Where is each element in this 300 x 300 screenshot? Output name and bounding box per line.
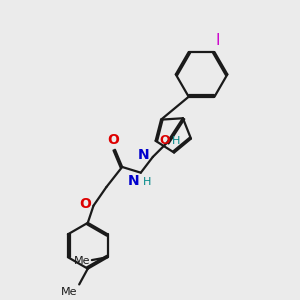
Text: O: O <box>107 133 118 147</box>
Text: N: N <box>128 174 140 188</box>
Text: O: O <box>159 134 170 147</box>
Text: N: N <box>138 148 149 162</box>
Text: O: O <box>79 197 91 211</box>
Text: Me: Me <box>61 287 78 297</box>
Text: H: H <box>172 136 181 146</box>
Text: H: H <box>143 177 152 187</box>
Text: I: I <box>215 33 220 48</box>
Text: Me: Me <box>74 256 90 266</box>
